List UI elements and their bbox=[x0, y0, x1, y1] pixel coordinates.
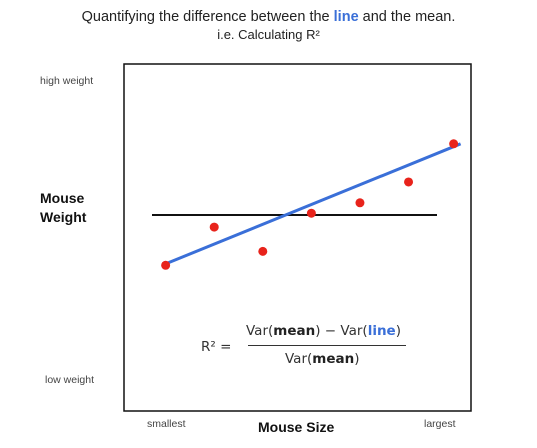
plot-frame bbox=[123, 63, 472, 412]
y-axis-label-line2: Weight bbox=[40, 209, 87, 225]
formula-lhs: R² = bbox=[201, 339, 232, 355]
num-close: ) bbox=[395, 323, 401, 339]
data-point-2 bbox=[209, 222, 219, 232]
chart-title: Quantifying the difference between the l… bbox=[0, 8, 537, 26]
x-tick-smallest: smallest bbox=[147, 418, 186, 430]
den-mean: mean bbox=[312, 351, 355, 367]
title-suffix: and the mean. bbox=[362, 9, 456, 25]
den-var-open: Var( bbox=[285, 351, 313, 367]
data-point-3 bbox=[258, 246, 268, 256]
num-mean: mean bbox=[273, 323, 316, 339]
num-line: line bbox=[367, 323, 396, 339]
fit-line bbox=[161, 142, 462, 267]
y-tick-high: high weight bbox=[40, 75, 94, 87]
data-point-7 bbox=[449, 139, 459, 149]
title-highlight-line: line bbox=[333, 9, 359, 25]
data-point-4 bbox=[306, 208, 316, 218]
fraction-bar bbox=[248, 345, 406, 346]
y-axis-label: Mouse Weight bbox=[40, 189, 86, 227]
data-point-1 bbox=[161, 260, 171, 270]
num-mid: ) − Var( bbox=[315, 323, 368, 339]
y-axis-label-line1: Mouse bbox=[40, 190, 85, 206]
title-prefix: Quantifying the difference between the bbox=[81, 9, 330, 25]
den-close: ) bbox=[354, 351, 360, 367]
y-tick-low: low weight bbox=[45, 374, 95, 386]
data-point-6 bbox=[404, 177, 414, 187]
num-var-open: Var( bbox=[246, 323, 274, 339]
x-axis-label: Mouse Size bbox=[258, 419, 335, 435]
formula-denominator: Var(mean) bbox=[285, 351, 360, 367]
data-point-5 bbox=[355, 198, 365, 208]
x-tick-largest: largest bbox=[424, 418, 456, 430]
formula-numerator: Var(mean) − Var(line) bbox=[246, 323, 401, 339]
plot-layer bbox=[152, 139, 462, 270]
chart-subtitle: i.e. Calculating R² bbox=[217, 27, 320, 42]
